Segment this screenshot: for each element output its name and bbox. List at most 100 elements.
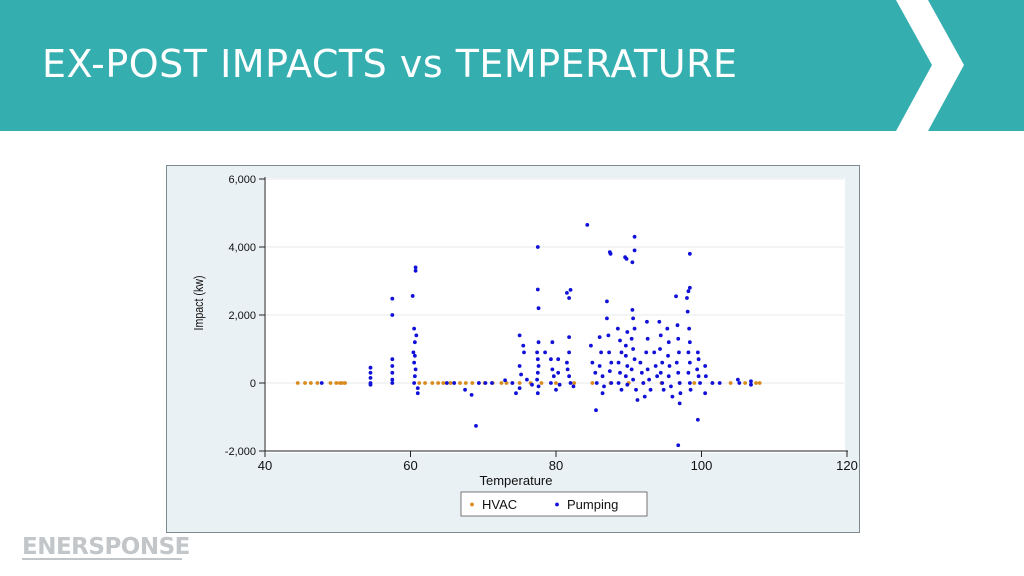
chevron-right-icon xyxy=(896,0,964,131)
y-tick-label: 4,000 xyxy=(228,242,256,254)
data-point xyxy=(368,382,373,387)
data-point xyxy=(436,381,441,385)
data-point xyxy=(686,350,691,355)
data-point xyxy=(390,313,395,317)
data-point xyxy=(623,374,628,379)
data-point xyxy=(599,350,604,355)
data-point xyxy=(410,294,415,298)
data-point xyxy=(535,245,540,249)
x-tick-label: 40 xyxy=(258,458,272,473)
y-tick-label: 0 xyxy=(250,378,256,390)
data-point xyxy=(608,251,613,256)
data-point xyxy=(675,323,680,328)
data-point xyxy=(565,291,569,295)
data-point xyxy=(390,381,395,385)
data-point xyxy=(589,343,593,348)
data-point xyxy=(743,381,748,385)
y-tick-label: 2,000 xyxy=(228,310,256,322)
data-point xyxy=(597,364,602,368)
data-point xyxy=(658,347,662,351)
data-point xyxy=(390,377,395,382)
data-point xyxy=(536,384,541,389)
data-point xyxy=(677,381,682,385)
data-point xyxy=(413,367,418,372)
data-point xyxy=(749,379,753,384)
data-point xyxy=(644,350,649,355)
data-point xyxy=(368,370,373,375)
y-tick-label: -2,000 xyxy=(225,446,256,458)
data-point xyxy=(600,374,605,379)
data-point xyxy=(334,381,339,385)
data-point xyxy=(536,364,541,368)
data-point xyxy=(674,360,679,365)
data-point xyxy=(567,374,571,379)
data-point xyxy=(567,335,571,339)
data-point xyxy=(687,251,692,256)
data-point xyxy=(412,353,417,358)
data-point xyxy=(441,381,446,385)
data-point xyxy=(535,287,540,292)
data-point xyxy=(412,340,417,345)
data-point xyxy=(687,381,692,385)
data-point xyxy=(687,340,692,345)
data-point xyxy=(677,401,682,406)
data-point xyxy=(463,387,467,392)
data-point xyxy=(615,326,620,331)
data-point xyxy=(616,360,621,365)
x-axis-label: Temperature xyxy=(480,473,553,488)
data-point xyxy=(550,340,555,345)
data-point xyxy=(710,381,715,385)
data-point xyxy=(647,377,652,382)
data-point xyxy=(695,367,700,372)
data-point xyxy=(676,370,681,375)
data-point xyxy=(550,367,555,372)
data-point xyxy=(390,370,395,375)
data-point xyxy=(632,357,637,362)
data-point xyxy=(413,268,418,273)
data-point xyxy=(571,384,576,389)
data-point xyxy=(517,381,522,385)
data-point xyxy=(565,367,570,372)
data-point xyxy=(607,369,612,373)
data-point xyxy=(624,257,629,261)
logo-text: ENERSPONSE xyxy=(22,534,190,560)
data-point xyxy=(411,350,416,355)
legend-marker xyxy=(555,502,559,507)
data-point xyxy=(458,381,462,385)
data-point xyxy=(618,370,622,375)
data-point xyxy=(660,360,665,365)
data-point xyxy=(390,357,395,362)
data-point xyxy=(625,382,630,387)
data-point xyxy=(658,370,663,375)
data-point xyxy=(536,306,541,311)
slide-header: EX-POST IMPACTS vs TEMPERATURE xyxy=(0,0,1024,131)
data-point xyxy=(556,357,561,362)
data-point xyxy=(470,381,475,385)
data-point xyxy=(514,391,518,396)
data-point xyxy=(661,387,666,392)
data-point xyxy=(568,287,573,292)
legend-box xyxy=(460,491,648,517)
data-point xyxy=(565,360,569,365)
data-point xyxy=(444,381,449,385)
data-point xyxy=(597,335,602,339)
data-point xyxy=(517,386,522,390)
data-point xyxy=(415,391,420,396)
data-point xyxy=(630,260,635,265)
data-point xyxy=(554,381,558,385)
data-point xyxy=(657,319,662,324)
data-point xyxy=(625,364,630,368)
legend-marker xyxy=(470,502,474,507)
data-point xyxy=(676,443,681,448)
data-point xyxy=(658,333,663,338)
legend-label: Pumping xyxy=(567,497,618,512)
data-point xyxy=(521,343,526,348)
data-point xyxy=(645,336,650,341)
data-point xyxy=(645,319,649,324)
data-point xyxy=(590,381,595,385)
data-point xyxy=(600,391,605,396)
data-point xyxy=(490,381,494,385)
data-point xyxy=(469,393,474,397)
data-point xyxy=(414,333,419,338)
data-point xyxy=(549,357,553,362)
